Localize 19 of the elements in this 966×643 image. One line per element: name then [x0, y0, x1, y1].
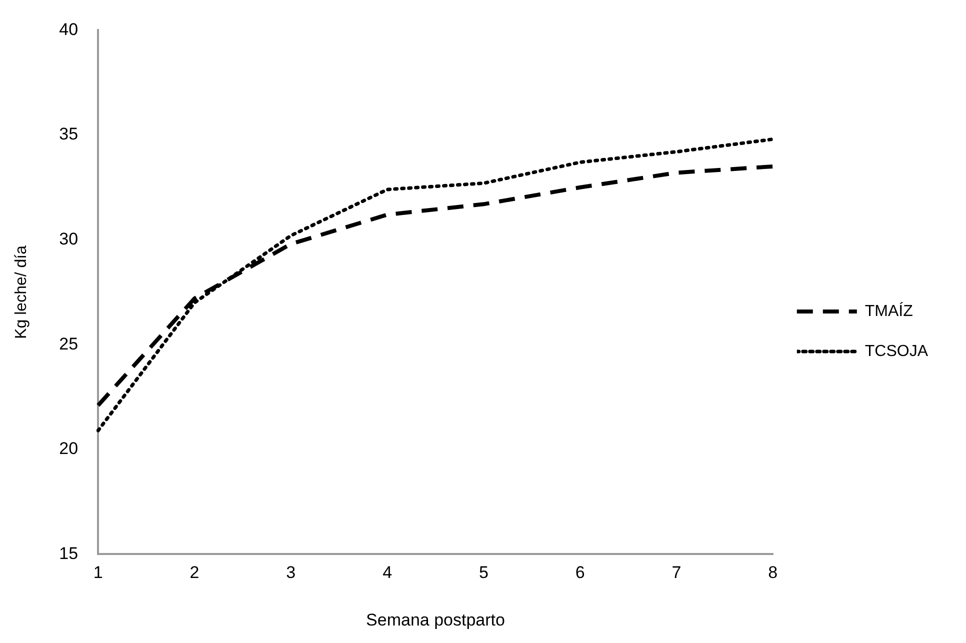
y-tick-label: 30: [59, 229, 78, 248]
x-tick-label: 4: [382, 563, 392, 582]
y-tick-label: 40: [59, 20, 78, 39]
x-tick-label: 5: [478, 563, 488, 582]
x-tick-label: 6: [575, 563, 585, 582]
y-tick-label: 15: [59, 544, 78, 563]
y-axis-title: Kg leche/ día: [13, 245, 30, 339]
y-tick-label: 25: [59, 334, 78, 354]
x-tick-label: 7: [672, 563, 682, 582]
y-tick-label: 35: [59, 124, 78, 144]
x-tick-label: 1: [93, 563, 103, 582]
line-series: [96, 137, 775, 432]
x-tick-label: 2: [190, 563, 200, 582]
legend-label: TCSOJA: [864, 342, 928, 360]
y-tick-label: 20: [59, 439, 78, 458]
x-tick-label: 8: [768, 563, 778, 582]
x-axis-title: Semana postparto: [366, 610, 505, 630]
legend-label: TMAÍZ: [864, 302, 914, 320]
x-tick-label: 3: [286, 563, 296, 582]
